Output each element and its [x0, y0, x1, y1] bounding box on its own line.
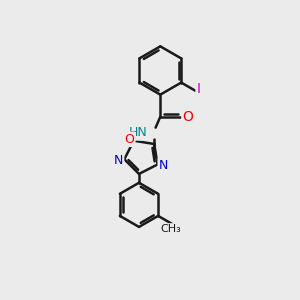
Text: N: N: [114, 154, 123, 166]
Text: N: N: [159, 159, 168, 172]
Text: O: O: [182, 110, 194, 124]
Text: I: I: [197, 82, 201, 96]
Text: CH₃: CH₃: [160, 224, 181, 234]
Text: O: O: [124, 133, 134, 146]
Text: HN: HN: [129, 126, 148, 140]
